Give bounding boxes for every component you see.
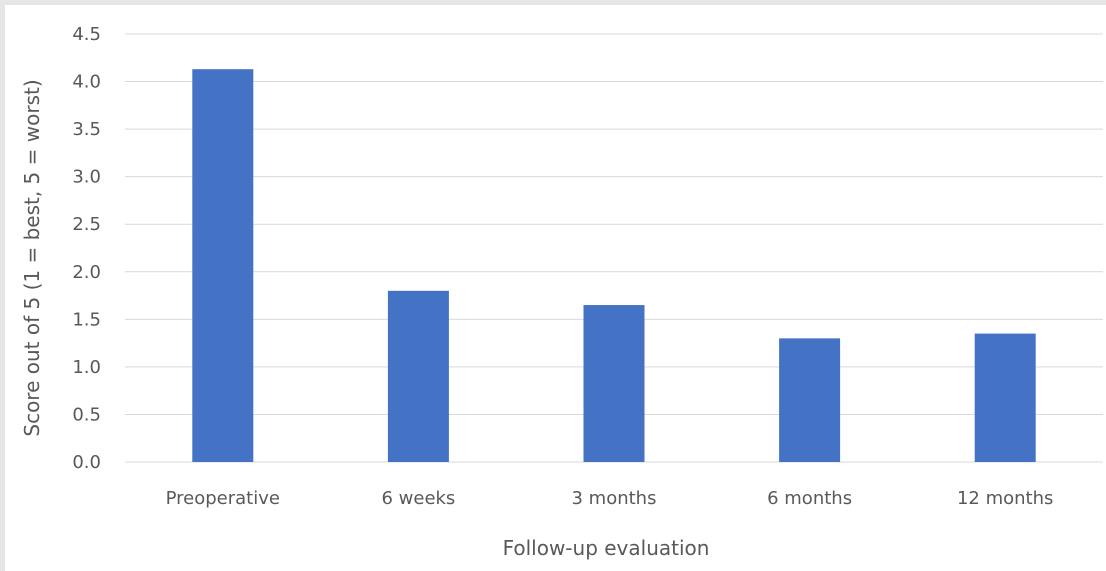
bar-12-months xyxy=(974,333,1036,462)
y-tick-label: 3.5 xyxy=(72,119,101,140)
y-tick-label: 2.5 xyxy=(72,214,101,235)
x-axis-title: Follow-up evaluation xyxy=(503,536,710,560)
y-tick-label: 1.0 xyxy=(72,357,101,378)
bars xyxy=(192,69,1036,463)
y-tick-label: 4.5 xyxy=(72,24,101,45)
y-tick-label: 0.0 xyxy=(72,452,101,473)
bar-6-months xyxy=(779,338,841,462)
bar-preoperative xyxy=(192,69,254,463)
y-tick-label: 1.5 xyxy=(72,309,101,330)
x-tick-label: 6 months xyxy=(767,488,852,509)
y-tick-label: 4.0 xyxy=(72,72,101,93)
x-tick-label: 12 months xyxy=(957,488,1053,509)
x-axis-tick-labels: Preoperative 6 weeks 3 months 6 months 12 mo… xyxy=(166,488,1054,509)
x-tick-label: Preoperative xyxy=(166,488,280,509)
bar-6-weeks xyxy=(387,290,449,462)
gridlines xyxy=(125,33,1103,463)
x-tick-label: 3 months xyxy=(572,488,657,509)
x-tick-label: 6 weeks xyxy=(381,488,455,509)
chart-frame: 0.0 0.5 1.0 1.5 2.0 2.5 3.0 3.5 4.0 4.5 Preoperat… xyxy=(5,5,1106,571)
bar-3-months xyxy=(583,305,645,462)
y-axis-title: Score out of 5 (1 = best, 5 = worst) xyxy=(20,79,44,436)
y-tick-label: 2.0 xyxy=(72,262,101,283)
y-axis-tick-labels: 0.0 0.5 1.0 1.5 2.0 2.5 3.0 3.5 4.0 4.5 xyxy=(72,24,101,473)
y-tick-label: 3.0 xyxy=(72,167,101,188)
bar-chart: 0.0 0.5 1.0 1.5 2.0 2.5 3.0 3.5 4.0 4.5 Preoperat… xyxy=(20,24,1103,560)
y-tick-label: 0.5 xyxy=(72,404,101,425)
